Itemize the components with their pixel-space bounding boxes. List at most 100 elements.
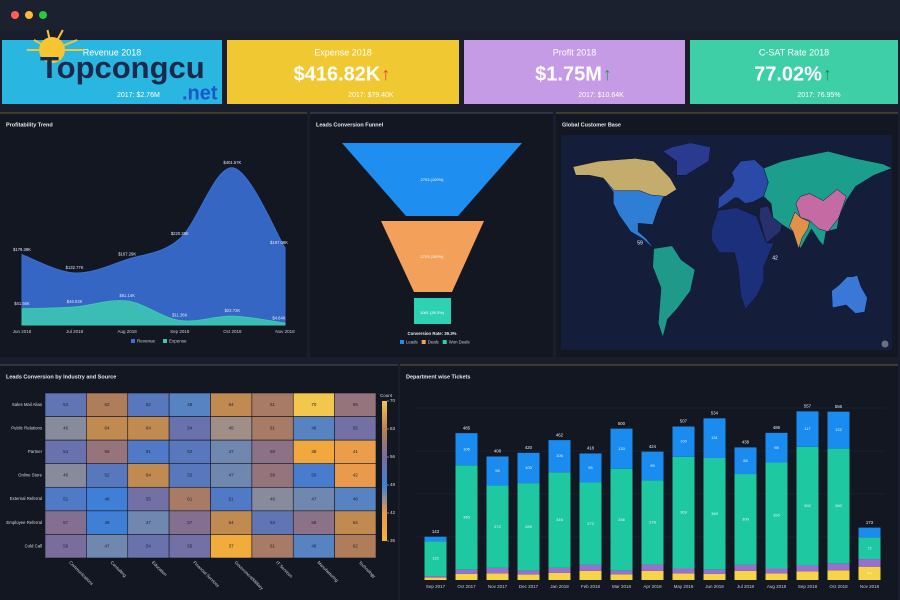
cell-label: 47	[311, 496, 317, 501]
cell-label: 57	[187, 520, 193, 525]
legend-swatch	[442, 340, 447, 344]
total-label: 500	[618, 421, 626, 426]
funnel-segment	[381, 221, 484, 292]
watermark-text: Topcongcu	[40, 50, 205, 85]
total-label: 438	[742, 440, 750, 445]
legend-swatch	[163, 339, 168, 343]
total-label: 408	[494, 449, 502, 454]
bar-segment	[517, 452, 540, 484]
y-tick-label: Employee Referral	[6, 520, 42, 525]
bar-segment	[455, 573, 478, 580]
china	[795, 189, 847, 232]
cell-label: 61	[187, 496, 193, 501]
map-reset-button[interactable]	[881, 340, 889, 348]
data-label: $4.64K	[272, 315, 285, 320]
window-zoom[interactable]	[39, 11, 47, 19]
funnel-segment	[342, 143, 522, 216]
x-tick-label: May 2018	[674, 584, 694, 589]
cell-label: 55	[146, 496, 152, 501]
data-label: $220.38K	[171, 231, 189, 236]
total-label: 143	[432, 529, 440, 534]
kpi-previous: 2017: 76.95%	[797, 92, 840, 99]
segment-label: 96	[588, 465, 593, 470]
total-label: 418	[587, 446, 595, 451]
cell-label: 47	[229, 473, 235, 478]
cell-label: 49	[105, 496, 111, 501]
x-tick-label: Mar 2018	[612, 584, 632, 589]
segment-label: 95	[650, 463, 655, 468]
bar-segment	[765, 462, 788, 569]
bar-segment	[641, 564, 664, 571]
cell-label: 51	[146, 449, 152, 454]
colorbar-tick-label: 70	[390, 398, 396, 403]
bar-segment	[641, 480, 664, 565]
kpi-previous: 2017: $79.40K	[348, 92, 394, 99]
legend-label: Deals	[428, 340, 439, 345]
bar-segment	[455, 465, 478, 570]
bar-segment	[641, 451, 664, 481]
total-label: 507	[680, 419, 688, 424]
x-tick-label: Sep 2018	[170, 329, 190, 334]
kpi-arrow: ↑	[381, 64, 390, 84]
x-tick-label: Dec 2017	[519, 584, 539, 589]
cell-label: 48	[311, 543, 317, 548]
bar-segment	[703, 457, 726, 570]
segment-label: 380	[835, 503, 842, 508]
kpi-value: $416.82K	[294, 63, 381, 85]
cell-label: 61	[270, 426, 276, 431]
cell-label: 62	[105, 402, 111, 407]
data-label: $132.77K	[66, 265, 84, 270]
cell-label: 37	[229, 543, 235, 548]
map-label: 42	[772, 255, 778, 261]
x-tick-label: Jun 2018	[13, 329, 32, 334]
legend-label: Leads	[406, 340, 418, 345]
colorbar-tick-label: 42	[390, 510, 396, 515]
bar-segment	[424, 576, 447, 578]
bar-segment	[486, 573, 509, 580]
bar-segment	[424, 577, 447, 580]
cell-label: 47	[229, 449, 235, 454]
area	[21, 167, 286, 326]
cell-label: 51	[63, 496, 69, 501]
data-label: $11.36K	[172, 313, 187, 318]
bar-segment	[486, 485, 509, 568]
window-minimize[interactable]	[25, 11, 33, 19]
australia	[831, 275, 868, 314]
bar-segment	[858, 537, 881, 560]
x-tick-label: Apr 2018	[643, 584, 662, 589]
bar-segment	[672, 456, 695, 569]
colorbar-title: Count	[380, 393, 393, 398]
segment-label: 115	[432, 556, 439, 561]
data-label: $46.03K	[67, 299, 83, 304]
cell-label: 64	[105, 426, 111, 431]
bar-segment	[858, 559, 881, 567]
cell-label: 38	[311, 449, 317, 454]
segment-label: 131	[711, 435, 718, 440]
bar-segment	[579, 570, 602, 580]
kpi-title: C-SAT Rate 2018	[759, 47, 829, 57]
kpi-title: Expense 2018	[314, 47, 372, 57]
bar-segment	[579, 564, 602, 571]
panel-title: Profitability Trend	[6, 122, 53, 128]
bar-segment	[486, 456, 509, 486]
x-tick-label: Nov 2018	[275, 329, 295, 334]
x-tick-label: Jan 2018	[550, 584, 569, 589]
legend-swatch	[400, 340, 404, 344]
cell-label: 47	[105, 543, 111, 548]
segment-label: 392	[804, 503, 811, 508]
cell-label: 58	[270, 449, 276, 454]
cell-label: 46	[63, 473, 69, 478]
total-label: 462	[556, 432, 564, 437]
bar-segment	[672, 568, 695, 574]
window-bar	[0, 0, 900, 30]
x-tick-label: Feb 2018	[581, 584, 601, 589]
watermark-bulb-core	[40, 38, 64, 62]
segment-label: 350	[773, 513, 780, 518]
x-tick-label: Oct 2018	[829, 584, 848, 589]
bar-segment	[858, 566, 881, 580]
kpi-value: 77.02%	[754, 63, 822, 85]
segment-label: 316	[556, 517, 563, 522]
cell-label: 64	[229, 402, 235, 407]
cell-label: 53	[63, 402, 69, 407]
window-close[interactable]	[11, 11, 19, 19]
